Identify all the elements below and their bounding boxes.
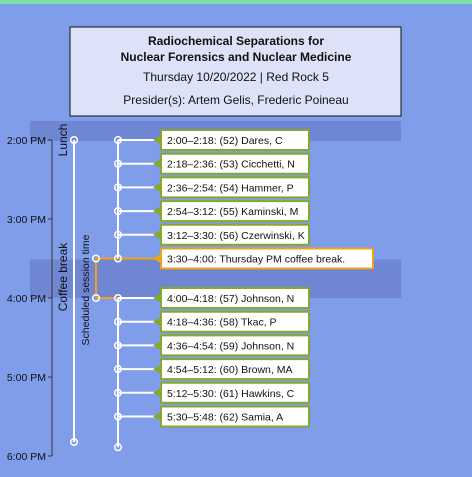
card-label: 3:12–3:30: (56) Czerwinski, K [167, 230, 305, 242]
event-node [113, 183, 123, 192]
event-node [113, 135, 123, 145]
card-pointer [153, 340, 161, 351]
event-node [113, 365, 123, 374]
axis-tick-label: 2:00 PM [7, 135, 46, 147]
card-label: 4:00–4:18: (57) Johnson, N [167, 293, 294, 305]
time-axis: 2:00 PM 3:00 PM 4:00 PM 5:00 PM 6:00 PM [7, 135, 53, 463]
talk-card[interactable]: 5:30–5:48: (62) Samia, A [153, 405, 310, 428]
session-title-line2: Nuclear Forensics and Nuclear Medicine [121, 50, 352, 64]
coffee-break-card[interactable]: 3:30–4:00: Thursday PM coffee break. [153, 247, 374, 270]
card-pointer [153, 364, 161, 375]
talk-card[interactable]: 4:18–4:36: (58) Tkac, P [153, 310, 310, 333]
event-list: 2:00–2:18: (52) Dares, C 2:18–2:36: (53) … [153, 129, 374, 428]
header-box: Radiochemical Separations for Nuclear Fo… [69, 26, 402, 117]
card-pointer [153, 316, 161, 327]
session-title-line1: Radiochemical Separations for [148, 34, 324, 48]
lunch-node [69, 135, 79, 145]
header-background [69, 26, 402, 117]
card-label: 2:18–2:36: (53) Cicchetti, N [167, 159, 295, 171]
talk-card[interactable]: 4:00–4:18: (57) Johnson, N [153, 287, 310, 309]
card-pointer [153, 253, 161, 264]
talk-card[interactable]: 3:12–3:30: (56) Czerwinski, K [153, 223, 310, 246]
card-label: 4:54–5:12: (60) Brown, MA [167, 364, 292, 376]
axis-tick-label: 3:00 PM [7, 214, 46, 226]
scheduled-session-label: Scheduled session time [80, 234, 92, 345]
card-label: 2:00–2:18: (52) Dares, C [167, 135, 283, 147]
session-date-room: Thursday 10/20/2022 | Red Rock 5 [143, 70, 329, 84]
axis-tick-label: 6:00 PM [7, 451, 46, 463]
talk-card[interactable]: 4:54–5:12: (60) Brown, MA [153, 358, 310, 381]
axis-tick-label: 4:00 PM [7, 293, 46, 305]
card-label: 2:36–2:54: (54) Hammer, P [167, 182, 294, 194]
event-node [113, 317, 123, 326]
connectors [69, 135, 158, 452]
talk-card[interactable]: 2:54–3:12: (55) Kaminski, M [153, 200, 310, 223]
talk-card[interactable]: 2:00–2:18: (52) Dares, C [153, 129, 310, 151]
card-pointer [153, 411, 161, 422]
card-pointer [153, 387, 161, 398]
talk-card[interactable]: 2:36–2:54: (54) Hammer, P [153, 176, 310, 199]
card-pointer [153, 182, 161, 193]
lunch-label: Lunch [56, 124, 70, 157]
event-node [113, 388, 123, 397]
talk-trunk-end-node [113, 443, 123, 452]
card-label: 4:18–4:36: (58) Tkac, P [167, 317, 277, 329]
card-label: 5:12–5:30: (61) Hawkins, C [167, 388, 295, 400]
axis-tick-label: 5:00 PM [7, 372, 46, 384]
card-label: 5:30–5:48: (62) Samia, A [167, 412, 283, 424]
card-label: 3:30–4:00: Thursday PM coffee break. [167, 254, 345, 266]
card-pointer [153, 135, 161, 145]
coffee-break-label: Coffee break [56, 242, 70, 311]
event-node [113, 412, 123, 421]
event-node [113, 230, 123, 239]
card-pointer [153, 229, 161, 240]
event-node [113, 159, 123, 168]
scheduled-end-node [91, 293, 101, 303]
talk-card[interactable]: 2:18–2:36: (53) Cicchetti, N [153, 152, 310, 175]
event-node [113, 293, 123, 303]
event-node [113, 207, 123, 216]
card-pointer [153, 206, 161, 217]
event-node [113, 254, 123, 263]
scheduled-start-node [91, 254, 101, 263]
top-strip [0, 0, 472, 4]
talk-card[interactable]: 5:12–5:30: (61) Hawkins, C [153, 381, 310, 404]
card-label: 4:36–4:54: (59) Johnson, N [167, 340, 294, 352]
card-pointer [153, 158, 161, 169]
talk-card[interactable]: 4:36–4:54: (59) Johnson, N [153, 334, 310, 357]
coffee-break-end-node [69, 437, 79, 447]
session-presiders: Presider(s): Artem Gelis, Frederic Poine… [123, 93, 348, 107]
event-node [113, 341, 123, 350]
card-pointer [153, 293, 161, 303]
card-label: 2:54–3:12: (55) Kaminski, M [167, 206, 298, 218]
